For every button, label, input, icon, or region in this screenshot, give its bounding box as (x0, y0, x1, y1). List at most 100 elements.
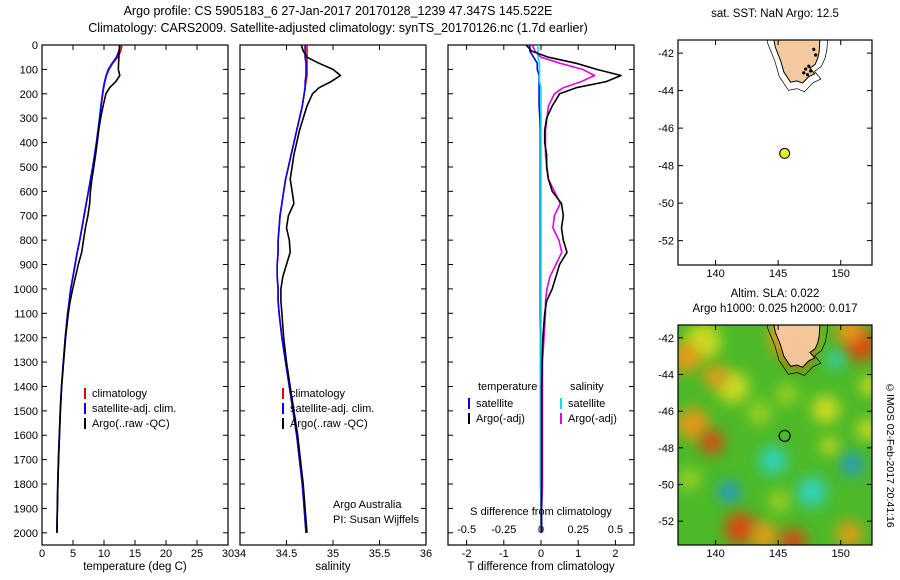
argo-position-ring (778, 429, 791, 443)
y-tick-label: 300 (20, 113, 38, 125)
x-tick-label: 140 (706, 268, 724, 280)
legend-item-argo-s: Argo(-adj) (560, 411, 617, 426)
s-tick-label: 0.25 (567, 524, 588, 536)
difference-legend-salinity: salinity satellite Argo(-adj) (560, 381, 617, 426)
legend-label: Argo(..raw -QC) (290, 417, 368, 430)
x-tick-label: 20 (160, 548, 172, 560)
x-tick-label: 34.5 (276, 548, 297, 560)
sla-blob (678, 468, 701, 490)
sla-value-title: Altim. SLA: 0.022 (730, 288, 820, 300)
x-tick-label: 0 (39, 548, 45, 560)
tasmania-land (773, 40, 821, 84)
sla-blob (699, 430, 724, 455)
salinity-profile: 34 34.5 35 35.5 36 (234, 44, 432, 560)
y-tick-label: 2000 (14, 528, 38, 540)
legend-label: satellite-adj. clim. (290, 402, 375, 415)
temperature-legend: climatology satellite-adj. clim. Argo(..… (84, 386, 176, 431)
legend-header-temperature: temperature (478, 381, 538, 393)
y-tick-label: 1800 (14, 479, 38, 491)
y-tick-label: 800 (20, 235, 38, 247)
s-tick-label: 0.5 (608, 524, 623, 536)
float-track-dot (805, 73, 810, 77)
climatology-line-icon (84, 388, 86, 399)
sla-blob (703, 364, 728, 389)
y-tick-label: -46 (658, 123, 674, 135)
s-difference-axis-label: S difference from climatology (470, 506, 612, 518)
legend-header-salinity: salinity (570, 381, 604, 393)
legend-item-argo-t: Argo(-adj) (468, 411, 537, 426)
legend-item-satellite-t: satellite (468, 396, 537, 411)
series-line-argo---raw--qc- (280, 45, 342, 533)
series-line-climatology (56, 45, 123, 533)
sla-blob (820, 437, 839, 455)
figure-subtitle: Climatology: CARS2009. Satellite-adjuste… (88, 21, 588, 35)
sla-blob (775, 383, 798, 406)
series-line-argo--adj- (525, 45, 622, 533)
y-tick-label: 1400 (14, 381, 38, 393)
satellite-s-line-icon (560, 398, 562, 409)
legend-item-argo: Argo(..raw -QC) (84, 416, 176, 431)
s-tick-label: -0.25 (491, 524, 516, 536)
sla-blob (796, 476, 827, 507)
float-track-dot (804, 67, 808, 71)
sla-blob (718, 480, 741, 503)
sla-map: 140 145 150 -42 -44 -46 -48 -50 -52 (658, 324, 873, 560)
y-tick-label: 100 (20, 64, 38, 76)
argo-t-line-icon (468, 413, 470, 424)
sla-blob (750, 521, 779, 545)
argo-heights-title: Argo h1000: 0.025 h2000: 0.017 (692, 303, 858, 315)
y-tick-label: -44 (658, 370, 674, 382)
tasmania-land (773, 325, 821, 368)
legend-label: Argo(-adj) (476, 412, 525, 425)
x-tick-label: 5 (70, 548, 76, 560)
x-tick-label: 36 (420, 548, 432, 560)
y-tick-label: -52 (658, 236, 674, 248)
legend-item-satellite-adj: satellite-adj. clim. (282, 401, 374, 416)
y-tick-label: -48 (658, 161, 674, 173)
x-tick-label: 34 (234, 548, 246, 560)
s-tick-label: -0.5 (457, 524, 476, 536)
series-line-satellite-adj--clim- (56, 45, 121, 533)
series-line-satellite-adj--clim- (276, 45, 307, 533)
series-line-satellite (528, 45, 542, 533)
sla-blob (678, 408, 710, 440)
sla-blob (826, 350, 845, 369)
sla-blob (780, 528, 807, 545)
sla-blob (836, 521, 863, 545)
argo-line-icon (84, 418, 86, 429)
imos-credit: ©IMOS 02-Feb-2017 20:41:16 (884, 382, 896, 528)
temperature-profile: 0 5 10 15 20 25 300100200300400500600700800900… (14, 40, 235, 560)
x-tick-label: -1 (499, 548, 509, 560)
x-tick-label: 145 (769, 268, 787, 280)
map-background (678, 40, 872, 265)
figure-title: Argo profile: CS 5905183_6 27-Jan-2017 2… (123, 4, 553, 18)
y-tick-label: -46 (658, 406, 674, 418)
sla-blob (835, 325, 864, 345)
sla-blob (768, 490, 791, 512)
y-tick-label: 0 (32, 40, 38, 52)
float-track-dot (807, 64, 811, 68)
sla-blob (747, 401, 772, 425)
x-tick-label: 25 (191, 548, 203, 560)
pi-name: PI: Susan Wijffels (333, 514, 419, 526)
salinity-legend: climatology satellite-adj. clim. Argo(..… (282, 386, 374, 431)
axes-box (239, 44, 427, 546)
float-track-dot (809, 69, 813, 73)
satellite-adj-line-icon (282, 403, 284, 414)
y-tick-label: 1100 (14, 308, 38, 320)
satellite-t-line-icon (468, 398, 470, 409)
legend-label: climatology (92, 387, 148, 400)
float-track-dot (812, 47, 816, 51)
shelf-contour (766, 40, 828, 93)
x-tick-label: 145 (769, 548, 787, 560)
legend-label: Argo(-adj) (568, 412, 617, 425)
sla-blob (840, 453, 863, 476)
series-line-argo--adj- (531, 45, 596, 533)
x-tick-label: -2 (462, 548, 472, 560)
y-tick-label: 200 (20, 89, 38, 101)
program-annotation: Argo Australia PI: Susan Wijffels (333, 498, 419, 528)
y-tick-label: 500 (20, 162, 38, 174)
legend-label: Argo(..raw -QC) (92, 417, 170, 430)
legend-item-satellite-adj: satellite-adj. clim. (84, 401, 176, 416)
y-tick-label: 1500 (14, 406, 38, 418)
